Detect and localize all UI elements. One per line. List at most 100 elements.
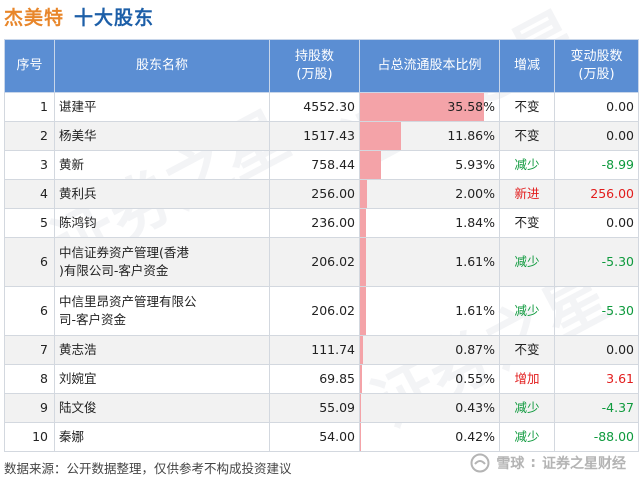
rank-cell: 7 bbox=[4, 335, 55, 365]
shares-cell: 206.02 bbox=[269, 237, 360, 287]
table-header-row: 序号 股东名称 持股数 (万股) 占总流通股本比例 增减 变动股数 (万股) bbox=[4, 39, 639, 93]
shares-cell: 256.00 bbox=[269, 179, 360, 209]
change-cell: 减少 bbox=[499, 286, 555, 336]
change-cell: 不变 bbox=[499, 208, 555, 238]
column-header-holder: 股东名称 bbox=[54, 39, 270, 93]
ratio-bar bbox=[360, 423, 362, 451]
ratio-value: 1.61% bbox=[455, 303, 495, 318]
ratio-cell: 1.84% bbox=[359, 208, 500, 238]
column-header-change: 增减 bbox=[499, 39, 555, 93]
delta-cell: 3.61 bbox=[554, 364, 639, 394]
ratio-value: 0.87% bbox=[455, 342, 495, 357]
ratio-value: 11.86% bbox=[447, 128, 495, 143]
table-row: 2 杨美华 1517.43 11.86% 不变 0.00 bbox=[4, 121, 639, 151]
delta-cell: 0.00 bbox=[554, 121, 639, 151]
holder-name: 秦娜 bbox=[59, 429, 85, 444]
rank-cell: 10 bbox=[4, 422, 55, 452]
delta-cell: -5.30 bbox=[554, 286, 639, 336]
shares-cell: 55.09 bbox=[269, 393, 360, 423]
change-cell: 不变 bbox=[499, 121, 555, 151]
ratio-cell: 5.93% bbox=[359, 150, 500, 180]
section-title: 十大股东 bbox=[74, 6, 155, 29]
column-header-shares-l1: 持股数 bbox=[294, 49, 334, 64]
holder-name-line1: 中信里昂资产管理有限公 bbox=[59, 294, 197, 309]
ratio-cell: 0.55% bbox=[359, 364, 500, 394]
delta-cell: -8.99 bbox=[554, 150, 639, 180]
holder-name-line2: 司-客户资金 bbox=[59, 312, 127, 327]
column-header-delta-l1: 变动股数 bbox=[570, 49, 623, 64]
delta-cell: 0.00 bbox=[554, 335, 639, 365]
ratio-value: 0.55% bbox=[455, 371, 495, 386]
shares-cell: 236.00 bbox=[269, 208, 360, 238]
table-row: 8 刘婉宜 69.85 0.55% 增加 3.61 bbox=[4, 364, 639, 394]
brand-colon: : bbox=[530, 455, 536, 471]
shares-cell: 206.02 bbox=[269, 286, 360, 336]
holder-name: 刘婉宜 bbox=[59, 371, 97, 386]
ratio-cell: 0.43% bbox=[359, 393, 500, 423]
table-row: 10 秦娜 54.00 0.42% 减少 -88.00 bbox=[4, 422, 639, 452]
ratio-bar bbox=[360, 209, 367, 237]
shares-cell: 1517.43 bbox=[269, 121, 360, 151]
brand-logo: 雪球 : 证券之星财经 bbox=[470, 453, 626, 473]
shares-cell: 758.44 bbox=[269, 150, 360, 180]
delta-cell: -4.37 bbox=[554, 393, 639, 423]
ratio-cell: 1.61% bbox=[359, 237, 500, 287]
table-row: 3 黄新 758.44 5.93% 减少 -8.99 bbox=[4, 150, 639, 180]
ratio-cell: 0.42% bbox=[359, 422, 500, 452]
column-header-shares: 持股数 (万股) bbox=[269, 39, 360, 93]
column-header-shares-l2: (万股) bbox=[296, 67, 333, 82]
holder-name-cell: 刘婉宜 bbox=[54, 364, 270, 394]
ratio-cell: 11.86% bbox=[359, 121, 500, 151]
shares-cell: 54.00 bbox=[269, 422, 360, 452]
holder-name: 陆文俊 bbox=[59, 400, 97, 415]
company-name: 杰美特 bbox=[4, 6, 65, 29]
page-title: 杰美特 十大股东 bbox=[4, 3, 154, 29]
rank-cell: 3 bbox=[4, 150, 55, 180]
column-header-ratio: 占总流通股本比例 bbox=[359, 39, 500, 93]
change-cell: 减少 bbox=[499, 422, 555, 452]
ratio-value: 1.61% bbox=[455, 254, 495, 269]
holder-name: 谌建平 bbox=[59, 99, 97, 114]
table-row: 6 中信证券资产管理(香港)有限公司-客户资金 206.02 1.61% 减少 -5.30 bbox=[4, 237, 639, 287]
ratio-bar bbox=[360, 238, 366, 286]
holder-name: 黄志浩 bbox=[59, 342, 97, 357]
ratio-value: 0.43% bbox=[455, 400, 495, 415]
holder-name-cell: 秦娜 bbox=[54, 422, 270, 452]
holder-name-cell: 陆文俊 bbox=[54, 393, 270, 423]
holder-name-cell: 中信里昂资产管理有限公 司-客户资金 bbox=[54, 286, 270, 336]
change-cell: 新进 bbox=[499, 179, 555, 209]
table-row: 1 谌建平 4552.30 35.58% 不变 0.00 bbox=[4, 92, 639, 122]
holder-name-cell: 黄利兵 bbox=[54, 179, 270, 209]
ratio-bar bbox=[360, 287, 366, 335]
ratio-bar bbox=[360, 122, 402, 150]
holder-name-cell: 中信证券资产管理(香港)有限公司-客户资金 bbox=[54, 237, 270, 287]
rank-cell: 2 bbox=[4, 121, 55, 151]
ratio-bar bbox=[360, 336, 364, 364]
ratio-value: 0.42% bbox=[455, 429, 495, 444]
ratio-value: 5.93% bbox=[455, 157, 495, 172]
delta-cell: 256.00 bbox=[554, 179, 639, 209]
holder-name: 杨美华 bbox=[59, 128, 97, 143]
table-row: 7 黄志浩 111.74 0.87% 不变 0.00 bbox=[4, 335, 639, 365]
rank-cell: 6 bbox=[4, 237, 55, 287]
ratio-cell: 2.00% bbox=[359, 179, 500, 209]
rank-cell: 4 bbox=[4, 179, 55, 209]
holder-name: 陈鸿钧 bbox=[59, 215, 97, 230]
rank-cell: 8 bbox=[4, 364, 55, 394]
table-row: 5 陈鸿钧 236.00 1.84% 不变 0.00 bbox=[4, 208, 639, 238]
rank-cell: 9 bbox=[4, 393, 55, 423]
ratio-value: 1.84% bbox=[455, 215, 495, 230]
delta-cell: -5.30 bbox=[554, 237, 639, 287]
change-cell: 减少 bbox=[499, 150, 555, 180]
delta-cell: -88.00 bbox=[554, 422, 639, 452]
shares-cell: 111.74 bbox=[269, 335, 360, 365]
ratio-bar bbox=[360, 394, 362, 422]
column-header-index: 序号 bbox=[4, 39, 55, 93]
ratio-bar bbox=[360, 93, 484, 121]
delta-cell: 0.00 bbox=[554, 208, 639, 238]
snowball-logo-icon bbox=[470, 453, 490, 473]
brand-suffix: 证券之星财经 bbox=[542, 456, 626, 472]
change-cell: 减少 bbox=[499, 393, 555, 423]
table-row: 6 中信里昂资产管理有限公 司-客户资金 206.02 1.61% 减少 -5.30 bbox=[4, 286, 639, 336]
holder-name-line2: )有限公司-客户资金 bbox=[59, 263, 169, 278]
